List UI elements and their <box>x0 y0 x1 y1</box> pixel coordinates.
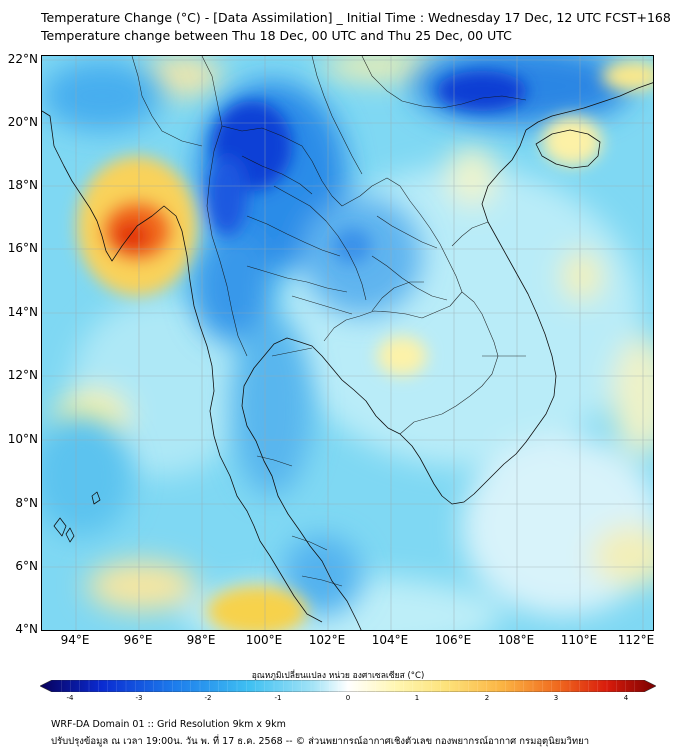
lat-tick-label: 14°N <box>7 305 38 319</box>
colorbar-tick-label: -3 <box>135 694 143 702</box>
lat-tick-label: 20°N <box>7 115 38 129</box>
lat-tick-label: 16°N <box>7 241 38 255</box>
borders <box>131 56 527 587</box>
lon-tick-label: 110°E <box>560 633 598 647</box>
lat-tick-label: 22°N <box>7 52 38 66</box>
colorbar-tick-label: 2 <box>484 694 490 702</box>
coastlines <box>42 82 653 630</box>
lon-tick-label: 96°E <box>123 633 153 647</box>
lat-tick-label: 18°N <box>7 178 38 192</box>
lon-tick-label: 108°E <box>497 633 535 647</box>
lon-tick-label: 112°E <box>617 633 655 647</box>
lon-tick-label: 100°E <box>245 633 283 647</box>
lon-tick-label: 94°E <box>60 633 90 647</box>
colorbar-tick-label: 4 <box>623 694 629 702</box>
colorbar-tick-label: 0 <box>345 694 351 702</box>
lat-tick-label: 10°N <box>7 432 38 446</box>
lat-tick-label: 12°N <box>7 368 38 382</box>
lat-tick-label: 6°N <box>15 559 38 573</box>
colorbar-tick-label: 1 <box>414 694 420 702</box>
lon-tick-label: 102°E <box>308 633 346 647</box>
map-panel <box>41 55 654 631</box>
chart-title: Temperature Change (°C) - [Data Assimila… <box>41 10 671 25</box>
model-info: WRF-DA Domain 01 :: Grid Resolution 9km … <box>51 719 286 730</box>
temperature-change-map <box>42 56 653 630</box>
chart-subtitle: Temperature change between Thu 18 Dec, 0… <box>41 28 512 43</box>
lon-tick-label: 104°E <box>371 633 409 647</box>
colorbar-tick-label: -2 <box>204 694 212 702</box>
lon-tick-label: 98°E <box>186 633 216 647</box>
update-credit: ปรับปรุงข้อมูล ณ เวลา 19:00น. วัน พ. ที่… <box>51 736 590 747</box>
colorbar-label: อุณหภูมิเปลี่ยนแปลง หน่วย องศาเซลเซียส (… <box>251 671 425 681</box>
colorbar-tick-label: -1 <box>274 694 282 702</box>
colorbar <box>40 680 656 692</box>
graticule <box>42 56 653 630</box>
colorbar-tick-label: 3 <box>553 694 559 702</box>
lon-tick-label: 106°E <box>434 633 472 647</box>
lat-tick-label: 8°N <box>15 496 38 510</box>
lat-tick-label: 4°N <box>15 622 38 636</box>
colorbar-tick-label: -4 <box>66 694 74 702</box>
